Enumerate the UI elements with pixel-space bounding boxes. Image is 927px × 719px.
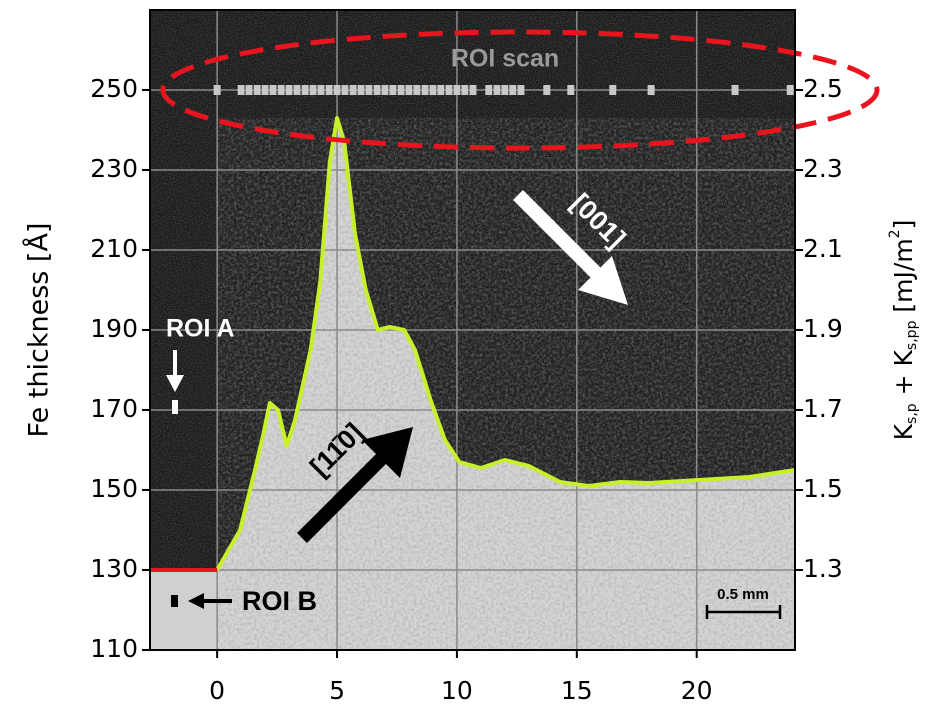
plot-area: [150, 10, 795, 650]
scan-point: [389, 85, 397, 95]
y2-axis-label-part: s,p: [904, 403, 920, 424]
scan-point: [309, 85, 317, 95]
scan-point: [421, 85, 429, 95]
scan-point: [405, 85, 413, 95]
roi-a-label: ROI A: [166, 315, 235, 343]
scan-point: [469, 85, 477, 95]
y2-tick-label: 2.1: [803, 234, 843, 263]
y-axis-label: Fe thickness [Å]: [23, 223, 55, 438]
roi-b-arrow: [171, 593, 232, 609]
scan-point: [517, 85, 525, 95]
scan-point: [413, 85, 421, 95]
y2-axis-label-part: [mJ/m: [889, 238, 918, 320]
scan-point: [245, 85, 253, 95]
roi-ellipse: [160, 29, 880, 151]
scan-point: [269, 85, 277, 95]
y2-axis-label-part: + K: [889, 349, 918, 403]
x-tick-label: 10: [441, 676, 473, 705]
y-tick-label: 190: [90, 314, 138, 343]
roi-scan-label: ROI scan: [451, 45, 559, 73]
y-tick-label: 150: [90, 474, 138, 503]
scan-point: [453, 85, 461, 95]
scan-point: [261, 85, 269, 95]
scan-point: [445, 85, 453, 95]
scan-point: [213, 85, 221, 95]
scan-point: [317, 85, 325, 95]
arrow-110: [297, 427, 413, 543]
scan-point: [501, 85, 509, 95]
scan-point: [437, 85, 445, 95]
y2-axis-label: Ks,p + Ks,pp [mJ/m2]: [887, 220, 920, 441]
scan-point: [543, 85, 551, 95]
sample-texture: [217, 118, 795, 650]
y-tick-label: 110: [90, 634, 138, 663]
scale-bar-label: 0.5 mm: [717, 586, 769, 603]
scan-point: [293, 85, 301, 95]
y-tick-label: 170: [90, 394, 138, 423]
scan-point: [349, 85, 357, 95]
scan-point: [786, 85, 794, 95]
sample-base: [150, 570, 218, 650]
scan-point: [333, 85, 341, 95]
y-tick-label: 230: [90, 154, 138, 183]
scan-point: [381, 85, 389, 95]
scan-point: [485, 85, 493, 95]
y2-axis-label-part: s,pp: [904, 320, 920, 350]
scan-point: [647, 85, 655, 95]
series-line: [215, 116, 795, 571]
scan-point: [509, 85, 517, 95]
scan-point: [357, 85, 365, 95]
y2-axis-label-part: K: [889, 423, 918, 440]
scale-bar: [705, 605, 782, 619]
scan-point: [397, 85, 405, 95]
scan-point: [429, 85, 437, 95]
x-tick-label: 15: [561, 676, 593, 705]
scan-point: [493, 85, 501, 95]
y2-tick-label: 1.9: [803, 314, 843, 343]
arrow-001: [513, 190, 628, 305]
scan-point: [731, 85, 739, 95]
y-tick-label: 250: [90, 74, 138, 103]
scan-point: [325, 85, 333, 95]
scan-point: [285, 85, 293, 95]
y2-axis-label-part: ]: [889, 220, 918, 230]
x-tick-label: 20: [681, 676, 713, 705]
scan-point: [301, 85, 309, 95]
y2-tick-label: 1.7: [803, 394, 843, 423]
roi-b-label: ROI B: [242, 586, 317, 616]
scan-point: [373, 85, 381, 95]
scan-point: [277, 85, 285, 95]
scan-point: [341, 85, 349, 95]
scan-point: [237, 85, 245, 95]
scan-point: [253, 85, 261, 95]
scan-point: [567, 85, 575, 95]
scan-point: [461, 85, 469, 95]
scan-point: [365, 85, 373, 95]
scan-point: [609, 85, 617, 95]
y2-tick-label: 1.5: [803, 474, 843, 503]
y2-axis-label-part: 2: [887, 229, 903, 238]
y2-tick-label: 2.3: [803, 154, 843, 183]
y-tick-label: 210: [90, 234, 138, 263]
x-tick-label: 5: [329, 676, 345, 705]
y2-tick-label: 2.5: [803, 74, 843, 103]
y2-tick-label: 1.3: [803, 554, 843, 583]
x-tick-label: 0: [209, 676, 225, 705]
y-tick-label: 130: [90, 554, 138, 583]
roi-a-arrow: [166, 350, 184, 414]
